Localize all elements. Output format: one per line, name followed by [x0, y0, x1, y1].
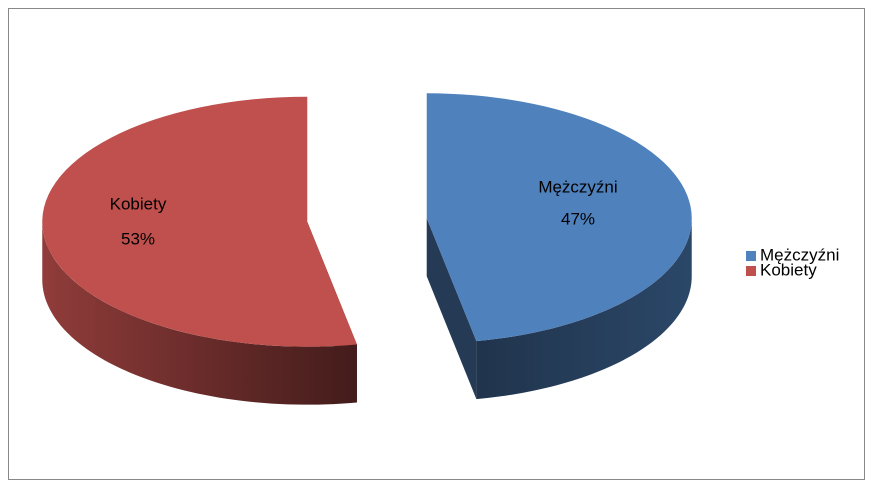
slice-top: [42, 96, 357, 347]
data-label-name: Mężczyźni: [538, 177, 617, 196]
data-label-value: 53%: [121, 229, 155, 248]
slice-top: [426, 93, 692, 342]
slice-side: [476, 218, 692, 400]
slice: [42, 96, 357, 405]
legend-label: Kobiety: [760, 260, 817, 279]
data-label-name: Kobiety: [110, 194, 167, 213]
data-label-value: 47%: [561, 209, 595, 228]
legend-label: Mężczyźni: [760, 245, 839, 264]
slice-side: [42, 221, 357, 405]
legend-swatch: [746, 266, 756, 276]
slice-face: [426, 218, 477, 400]
legend-swatch: [746, 251, 756, 261]
slice: [426, 93, 692, 400]
